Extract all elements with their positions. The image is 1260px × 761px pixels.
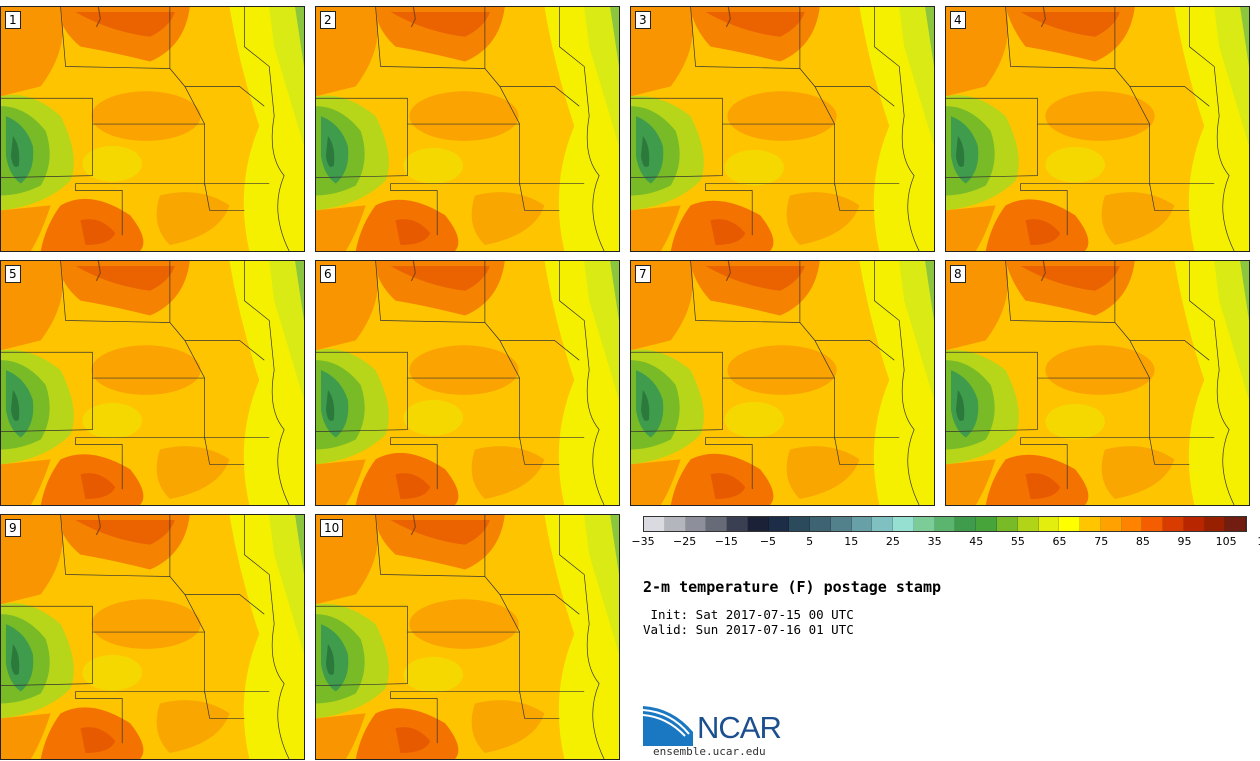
temperature-map [1,7,304,251]
product-title: 2-m temperature (F) postage stamp [643,578,942,596]
colorbar-swatch [851,517,873,531]
member-number-label: 7 [635,265,651,283]
temperature-map [631,7,934,251]
colorbar-tick-label: 75 [1094,535,1109,548]
ncar-logo-icon [643,706,693,746]
website-url: ensemble.ucar.edu [653,745,766,758]
colorbar-tick-label: −15 [714,535,738,548]
temperature-map [946,7,1249,251]
colorbar-swatch [1142,517,1164,531]
colorbar-tick-label: 5 [806,535,814,548]
colorbar-swatch [1080,517,1101,531]
member-number-label: 5 [5,265,21,283]
colorbar-tick-labels: −35 −25 −15 −5 5 15 25 35 45 55 65 75 85 95 105 115 [631,535,1260,549]
colorbar-tick-label: 95 [1177,535,1192,548]
colorbar-tick-label: 15 [844,535,859,548]
member-number-label: 10 [320,519,344,537]
temperature-map [1,261,304,505]
colorbar-swatch [913,517,935,531]
ensemble-member-map[interactable]: 9 [0,514,305,760]
colorbar-tick-label: −25 [673,535,697,548]
colorbar-tick-label: 45 [969,535,984,548]
colorbar-swatch [1204,517,1226,531]
member-number-label: 6 [320,265,336,283]
colorbar-swatch [1017,517,1039,531]
colorbar-swatch [997,517,1018,531]
ensemble-member-map[interactable]: 8 [945,260,1250,506]
colorbar-swatch [810,517,831,531]
temperature-map [631,261,934,505]
ensemble-member-map[interactable]: 2 [315,6,620,252]
ensemble-member-map[interactable]: 4 [945,6,1250,252]
temperature-colorbar [643,516,1247,532]
colorbar-swatch [976,517,998,531]
colorbar-swatch [1225,517,1247,531]
member-number-label: 3 [635,11,651,29]
colorbar-swatch [747,517,769,531]
colorbar-swatch [1183,517,1205,531]
colorbar-swatch [1163,517,1184,531]
colorbar-swatch [706,517,728,531]
ensemble-member-map[interactable]: 10 [315,514,620,760]
ensemble-member-map[interactable]: 3 [630,6,935,252]
member-number-label: 9 [5,519,21,537]
colorbar-swatch [955,517,977,531]
colorbar-tick-label: −5 [759,535,777,548]
temperature-map [1,515,304,759]
member-number-label: 1 [5,11,21,29]
ensemble-member-map[interactable]: 6 [315,260,620,506]
temperature-map [946,261,1249,505]
temperature-map [316,261,619,505]
colorbar-swatch [893,517,914,531]
ensemble-member-map[interactable]: 1 [0,6,305,252]
colorbar-tick-label: 65 [1052,535,1067,548]
colorbar-tick-label: 105 [1215,535,1237,548]
colorbar-swatch [1038,517,1060,531]
colorbar-tick-label: 35 [927,535,942,548]
ensemble-member-map[interactable]: 7 [630,260,935,506]
colorbar-tick-label: −35 [631,535,655,548]
colorbar-swatch [727,517,748,531]
member-number-label: 8 [950,265,966,283]
colorbar-swatch [789,517,811,531]
colorbar-swatch [644,517,665,531]
temperature-map [316,7,619,251]
init-time: Init: Sat 2017-07-15 00 UTC [643,607,854,622]
colorbar-tick-label: 25 [885,535,900,548]
colorbar-swatch [768,517,790,531]
temperature-map [316,515,619,759]
colorbar-tick-label: 115 [1257,535,1260,548]
colorbar-swatch [1059,517,1081,531]
ncar-logo-text: NCAR [697,710,782,745]
colorbar-swatch [1100,517,1122,531]
colorbar-tick-label: 85 [1135,535,1150,548]
member-number-label: 4 [950,11,966,29]
colorbar-swatch [830,517,852,531]
ensemble-member-map[interactable]: 5 [0,260,305,506]
valid-time: Valid: Sun 2017-07-16 01 UTC [643,622,854,637]
colorbar-tick-label: 55 [1010,535,1025,548]
member-number-label: 2 [320,11,336,29]
colorbar-swatch [934,517,956,531]
colorbar-swatch [664,517,686,531]
colorbar-swatch [1121,517,1143,531]
colorbar-swatch [872,517,894,531]
colorbar-swatch [685,517,707,531]
